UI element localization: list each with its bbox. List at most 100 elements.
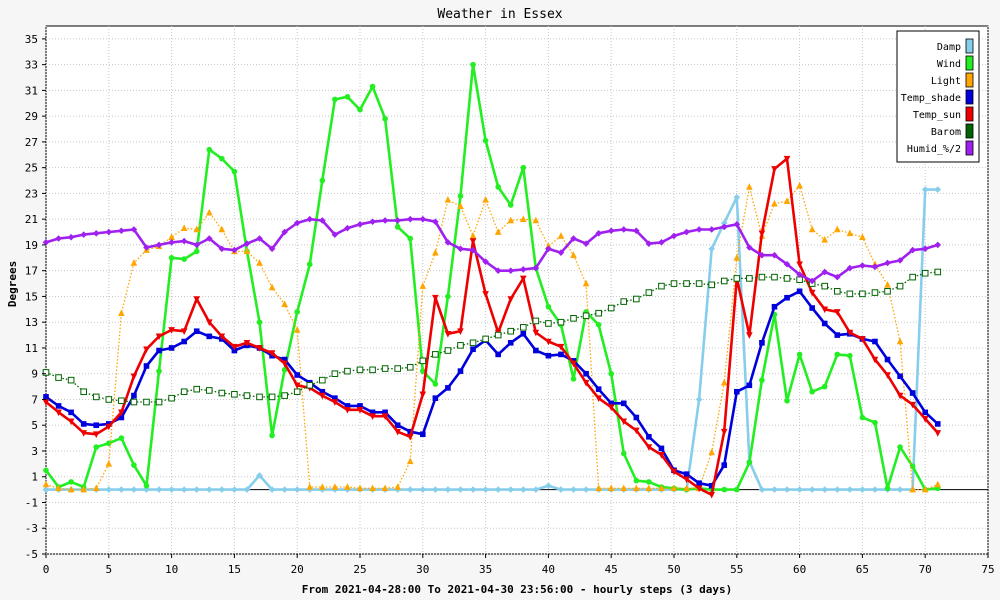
data-point — [607, 304, 615, 312]
data-point — [871, 263, 879, 271]
data-point — [180, 224, 188, 231]
data-point — [42, 486, 50, 493]
data-point — [859, 414, 866, 421]
data-point — [143, 346, 150, 354]
data-point — [143, 244, 150, 251]
data-point — [319, 483, 326, 490]
y-tick-label: 7 — [31, 393, 38, 406]
data-point — [42, 480, 50, 488]
data-point — [758, 251, 766, 259]
data-point — [808, 289, 816, 297]
data-point — [507, 327, 515, 335]
x-tick-label: 25 — [353, 563, 366, 576]
data-point — [105, 460, 113, 467]
data-point — [118, 486, 125, 493]
data-point — [871, 289, 879, 296]
data-point — [595, 309, 602, 317]
data-point — [871, 356, 879, 364]
series-wind — [43, 61, 941, 493]
data-point — [432, 381, 439, 387]
data-point — [608, 400, 614, 407]
data-point — [293, 219, 301, 227]
data-point — [583, 370, 589, 377]
data-point — [934, 430, 942, 437]
data-point — [243, 340, 251, 347]
data-point — [507, 340, 514, 346]
data-point — [168, 239, 175, 246]
data-point — [168, 327, 175, 334]
data-point — [494, 331, 502, 339]
series-line-light — [45, 184, 939, 491]
data-point — [344, 403, 351, 409]
data-point — [131, 462, 137, 468]
data-point — [394, 224, 401, 230]
data-point — [42, 239, 50, 246]
data-point — [658, 282, 665, 290]
data-point — [607, 484, 615, 492]
data-point — [532, 264, 540, 272]
data-point — [406, 434, 414, 441]
data-point — [406, 215, 414, 223]
data-point — [106, 440, 112, 447]
data-point — [746, 382, 753, 389]
data-point — [444, 330, 452, 338]
y-tick-label: 5 — [31, 419, 38, 432]
data-point — [118, 414, 125, 421]
legend-label-temp-shade: Temp_shade — [901, 93, 961, 104]
data-point — [670, 468, 678, 476]
data-point — [934, 268, 942, 276]
data-point — [545, 352, 552, 359]
data-point — [620, 484, 628, 492]
data-point — [92, 431, 100, 439]
data-point — [93, 444, 100, 450]
data-point — [357, 106, 363, 113]
data-point — [43, 467, 49, 474]
data-point — [155, 333, 163, 341]
legend-label-barom: Barom — [931, 127, 961, 138]
data-point — [909, 401, 916, 409]
data-point — [319, 217, 326, 224]
data-point — [582, 279, 590, 287]
data-point — [495, 351, 501, 358]
data-point — [570, 376, 577, 382]
data-point — [469, 246, 477, 254]
data-point — [92, 484, 100, 492]
data-point — [734, 388, 740, 395]
x-tick-label: 5 — [105, 563, 112, 576]
data-point — [595, 395, 602, 402]
series-temp-sun — [42, 155, 942, 499]
y-tick-label: 1 — [31, 471, 38, 484]
data-point — [846, 329, 854, 337]
data-point — [382, 409, 388, 416]
data-point — [344, 406, 351, 414]
data-point — [708, 245, 715, 253]
data-point — [646, 479, 652, 485]
data-point — [469, 339, 477, 347]
data-point — [293, 486, 301, 493]
data-point — [43, 394, 49, 400]
data-point — [746, 275, 753, 282]
legend-swatch-barom — [965, 123, 974, 139]
data-point — [205, 235, 213, 242]
data-point — [319, 376, 326, 384]
data-point — [457, 245, 464, 253]
data-point — [696, 480, 702, 486]
data-point — [243, 247, 251, 255]
data-point — [834, 332, 841, 338]
data-point — [432, 351, 439, 358]
data-point — [470, 346, 476, 353]
data-point — [218, 245, 226, 253]
data-point — [532, 317, 540, 325]
data-point — [68, 479, 74, 485]
data-point — [356, 406, 364, 414]
data-point — [205, 486, 213, 493]
data-point — [519, 486, 527, 493]
data-point — [771, 303, 778, 310]
data-point — [432, 395, 439, 401]
legend-label-wind: Wind — [937, 59, 961, 70]
data-point — [607, 227, 615, 235]
y-axis-label: Degrees — [6, 261, 19, 307]
data-point — [420, 431, 426, 438]
data-point — [92, 230, 100, 237]
